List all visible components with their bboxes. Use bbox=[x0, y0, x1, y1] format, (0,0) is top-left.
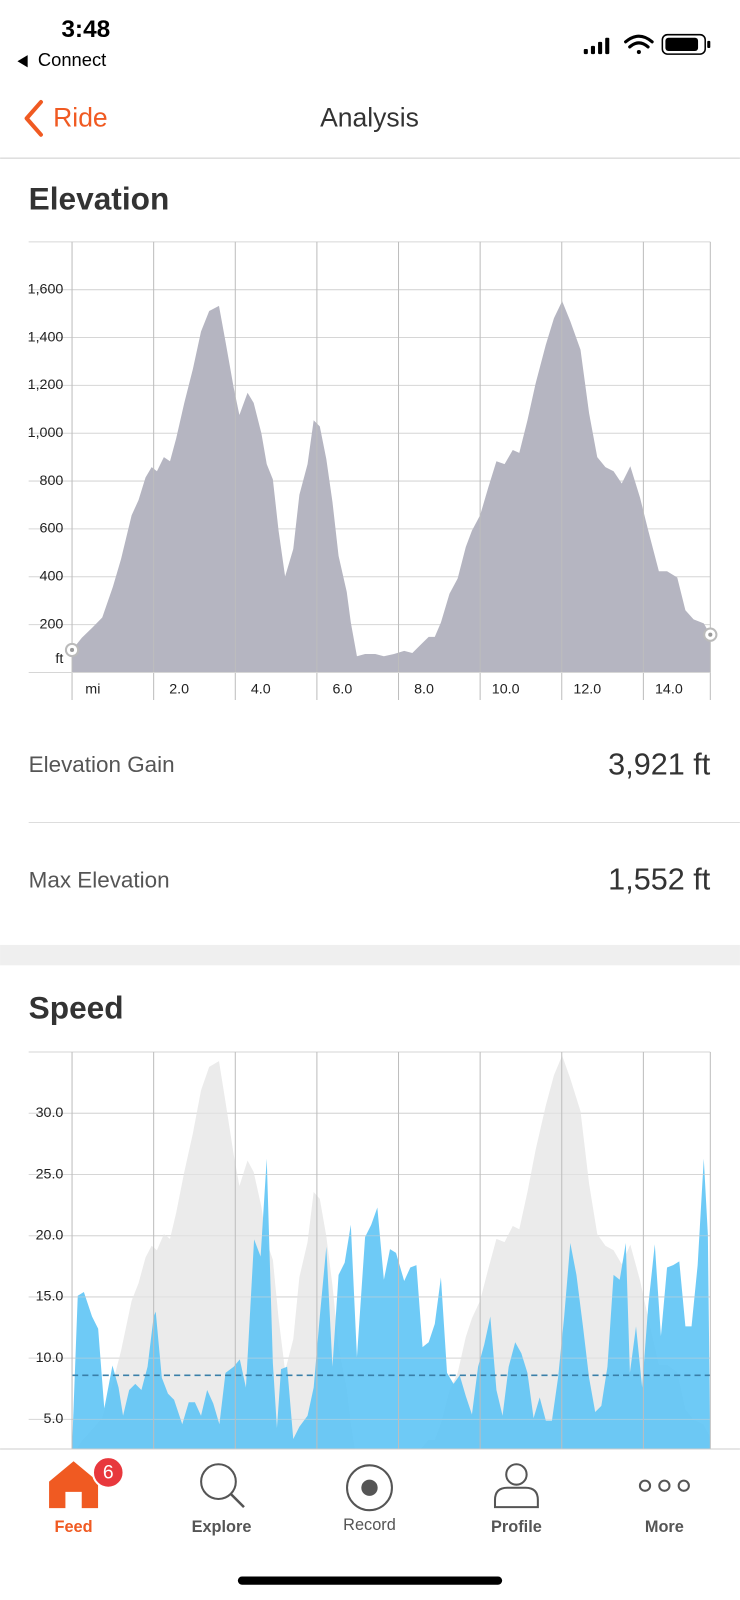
y-tick-label: 30.0 bbox=[36, 1105, 64, 1121]
profile-icon[interactable] bbox=[505, 1463, 528, 1486]
x-tick-label: 12.0 bbox=[573, 682, 601, 698]
explore-icon-handle bbox=[229, 1492, 245, 1509]
x-tick-label: 8.0 bbox=[414, 682, 434, 698]
x-tick-label: 14.0 bbox=[655, 682, 683, 698]
plot bbox=[28, 241, 711, 673]
tab-label[interactable]: Explore bbox=[192, 1518, 252, 1536]
tab-label[interactable]: More bbox=[645, 1518, 684, 1536]
y-tick-label: 15.0 bbox=[36, 1289, 64, 1305]
stat-label: Elevation Gain bbox=[29, 752, 175, 777]
plot bbox=[28, 1051, 711, 1449]
chart: 200 400 600 800 1,000 1,200 1,400 1,600 2.0 4.0 6.… bbox=[28, 241, 718, 700]
y-tick-label: 10.0 bbox=[36, 1350, 64, 1366]
y-unit-label: ft bbox=[55, 651, 63, 667]
y-tick-label: 5.0 bbox=[44, 1411, 64, 1427]
chart: 5.0 10.0 15.0 20.0 25.0 30.0 bbox=[28, 1051, 711, 1481]
x-tick-label: 6.0 bbox=[332, 682, 352, 698]
explore-icon[interactable] bbox=[200, 1463, 237, 1500]
tab-bar: 6 Feed Explore Record Profile More bbox=[0, 1448, 740, 1600]
x-tick-label: 10.0 bbox=[492, 682, 520, 698]
feed-icon[interactable] bbox=[49, 1461, 99, 1509]
tab-label[interactable]: Record bbox=[343, 1516, 396, 1534]
y-tick-label: 1,600 bbox=[28, 281, 64, 297]
back-button[interactable]: Ride bbox=[53, 102, 108, 132]
x-unit-label: mi bbox=[85, 682, 100, 698]
stat-value: 1,552 ft bbox=[608, 863, 711, 897]
elevation-overlay bbox=[76, 1055, 711, 1449]
back-app-arrow bbox=[17, 55, 28, 68]
wifi-icon bbox=[624, 34, 654, 55]
charts: 200 400 600 800 1,000 1,200 1,400 1,600 2.0 4.0 6.… bbox=[28, 241, 718, 1481]
section-title: Speed bbox=[29, 990, 124, 1026]
stat-value: 3,921 ft bbox=[608, 747, 711, 781]
record-dot bbox=[361, 1479, 378, 1496]
signal-icon bbox=[583, 37, 610, 55]
y-tick-label: 1,400 bbox=[28, 329, 64, 345]
back-app[interactable]: Connect bbox=[38, 49, 106, 70]
tab-label[interactable]: Feed bbox=[55, 1518, 93, 1536]
y-tick-label: 25.0 bbox=[36, 1166, 64, 1182]
endpoint-dot bbox=[708, 632, 713, 637]
section-separator bbox=[0, 944, 740, 966]
stat-label: Max Elevation bbox=[29, 868, 170, 893]
y-tick-label: 20.0 bbox=[36, 1227, 64, 1243]
y-tick-label: 1,000 bbox=[28, 425, 64, 441]
battery-icon bbox=[661, 33, 711, 55]
section-title: Elevation bbox=[29, 180, 170, 216]
badge-count: 6 bbox=[103, 1462, 114, 1484]
y-tick-label: 800 bbox=[40, 473, 64, 489]
x-tick-label: 4.0 bbox=[251, 682, 271, 698]
clock: 3:48 bbox=[61, 16, 110, 43]
record-icon[interactable] bbox=[346, 1464, 393, 1512]
endpoint-dot bbox=[70, 647, 75, 653]
area bbox=[72, 301, 711, 673]
y-tick-label: 400 bbox=[40, 569, 64, 585]
badge bbox=[91, 1456, 125, 1489]
more-icon[interactable] bbox=[638, 1479, 690, 1492]
y-tick-label: 600 bbox=[40, 521, 64, 537]
area bbox=[72, 1158, 711, 1449]
nav-title: Analysis bbox=[320, 102, 419, 132]
tab-label[interactable]: Profile bbox=[491, 1518, 542, 1536]
y-tick-label: 1,200 bbox=[28, 377, 64, 393]
profile-icon-body bbox=[493, 1486, 539, 1509]
back-chevron[interactable] bbox=[24, 100, 43, 137]
home-indicator bbox=[237, 1576, 503, 1585]
x-tick-label: 2.0 bbox=[169, 682, 189, 698]
y-tick-label: 200 bbox=[40, 616, 64, 632]
